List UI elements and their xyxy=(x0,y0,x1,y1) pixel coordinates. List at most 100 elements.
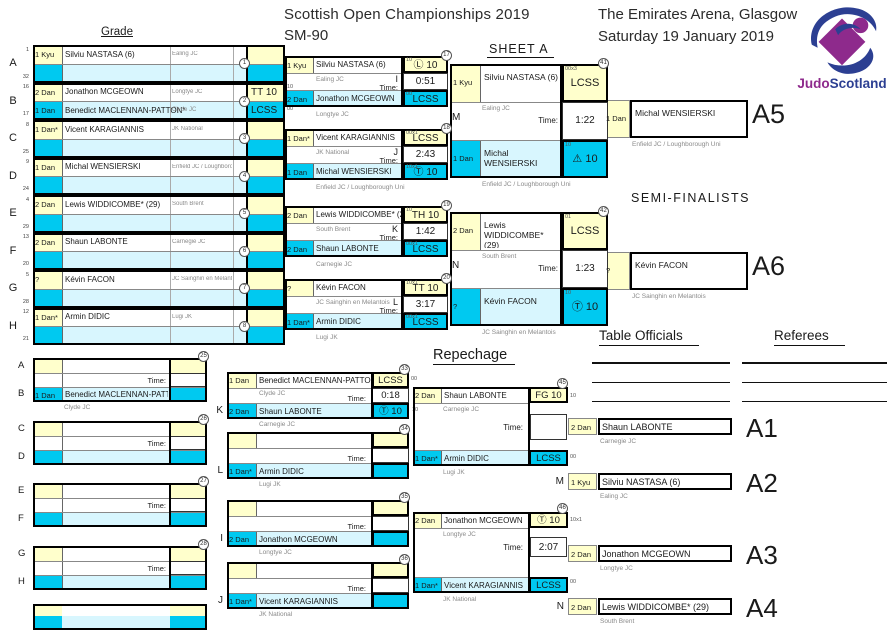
v-divider xyxy=(169,483,171,527)
result-box xyxy=(403,129,448,146)
score-superscript: 10 xyxy=(406,56,413,63)
club-label: JK National xyxy=(443,595,477,603)
result-box xyxy=(372,463,409,479)
match-border xyxy=(227,432,373,479)
score-superscript: 00 xyxy=(406,90,413,97)
grade-cell xyxy=(285,90,313,107)
club-label: Carnegie JC xyxy=(172,238,206,245)
competitor-name: Lewis WIDDICOMBE* (29) xyxy=(316,210,401,219)
result-label: FG 10 xyxy=(535,390,562,401)
time-value: 2:43 xyxy=(415,149,436,160)
h-divider xyxy=(285,223,403,224)
match-border xyxy=(227,372,373,419)
result-box xyxy=(403,90,448,107)
grade-label: 2 Dan xyxy=(229,407,250,416)
draw-pair-border xyxy=(33,120,285,158)
grade-label: 2 Dan xyxy=(415,516,436,525)
h-divider xyxy=(413,450,529,451)
grade-label: 1 Dan* xyxy=(415,581,438,590)
competitor-name: Jonathon MCGEOWN xyxy=(316,94,395,103)
placement-label: A2 xyxy=(746,468,778,498)
grade-header: Grade xyxy=(101,26,133,38)
grade-cell xyxy=(33,326,62,345)
h-divider xyxy=(413,528,529,529)
time-box xyxy=(372,447,409,463)
seed-number: 12 xyxy=(22,309,29,315)
h-divider xyxy=(227,593,372,594)
club-label: Longtye JC xyxy=(316,111,349,118)
competitor-name: Kévin FACON xyxy=(316,283,366,292)
draw-pair-border xyxy=(33,157,285,195)
grade-cell xyxy=(450,212,480,250)
name-cell xyxy=(62,387,170,402)
result-label: TH 10 xyxy=(411,209,440,221)
name-cell xyxy=(62,574,170,590)
grade-cell xyxy=(33,120,62,139)
score-superscript: 10 xyxy=(412,407,419,413)
h-divider xyxy=(592,362,730,364)
rep-pair-border xyxy=(33,545,207,590)
name-cell xyxy=(62,326,247,345)
score-superscript: 10x1 xyxy=(406,163,418,170)
time-value: 0:18 xyxy=(381,390,400,401)
grade-cell xyxy=(33,270,62,289)
match-number-badge: 26 xyxy=(198,413,209,425)
grade-label: 2 Dan xyxy=(287,244,308,254)
grade-cell xyxy=(285,313,313,330)
match-number-badge: 42 xyxy=(598,206,609,217)
result-label: Ⓣ 10 xyxy=(571,301,599,313)
name-cell xyxy=(480,212,562,250)
competitor-name: Armin DIDIC xyxy=(259,466,304,476)
result-cell xyxy=(247,307,285,327)
grade-label: 2 Dan xyxy=(571,549,592,559)
result-cell xyxy=(247,176,285,195)
v-divider xyxy=(169,358,171,402)
placement-label: A6 xyxy=(752,251,786,281)
club-label: Longtye JC xyxy=(600,565,633,572)
time-label: Time: xyxy=(147,438,166,448)
grade-cell xyxy=(413,577,441,593)
competitor-name: Benedict MACLENNAN-PATTON* xyxy=(65,390,168,399)
time-label: Time: xyxy=(379,82,398,92)
grade-label: 1 Dan xyxy=(35,106,56,116)
grade-label: ? xyxy=(35,275,40,284)
grade-cell xyxy=(227,463,256,479)
result-label: LCSS xyxy=(536,580,561,591)
grade-cell xyxy=(568,418,597,435)
score-superscript: 00x1 xyxy=(406,313,418,320)
result-label: Ⓣ 10 xyxy=(537,515,560,526)
bracket-letter: D xyxy=(18,450,25,462)
h-divider xyxy=(33,512,207,513)
h-divider xyxy=(33,498,207,499)
competitor-name: Lewis WIDDICOMBE* (29) xyxy=(65,199,161,209)
time-box xyxy=(530,537,567,557)
result-label: Ⓣ 10 xyxy=(413,166,438,178)
club-label: Clyde JC xyxy=(172,107,197,114)
competitor-name: Vicent KARAGIANNIS xyxy=(65,124,144,134)
h-divider xyxy=(285,240,403,241)
time-row xyxy=(450,102,562,140)
match-number-badge: 27 xyxy=(198,476,209,487)
h-divider xyxy=(33,373,207,374)
result-box xyxy=(403,206,448,223)
club-label: South Brent xyxy=(316,225,351,233)
v-divider xyxy=(480,288,481,326)
h-divider xyxy=(285,163,403,164)
name-cell xyxy=(62,358,170,373)
grade-cell xyxy=(33,45,62,64)
grade-cell xyxy=(413,387,441,403)
grade-label: 1 Dan xyxy=(35,390,56,400)
club-label: Ealing JC xyxy=(316,75,344,83)
match-number-badge: 17 xyxy=(441,50,452,61)
club-label: Longtye JC xyxy=(172,88,203,95)
seed-number: 32 xyxy=(22,73,29,80)
time-row xyxy=(33,435,170,450)
logo-text: JudoScotland xyxy=(793,76,891,91)
date-label: Saturday 19 January 2019 xyxy=(598,28,774,45)
grade-cell xyxy=(33,616,62,630)
round-letter: L xyxy=(217,465,223,476)
grade-label: 1 Dan* xyxy=(35,125,58,134)
score-superscript: 10 xyxy=(570,393,577,399)
time-label: Time: xyxy=(147,376,166,385)
